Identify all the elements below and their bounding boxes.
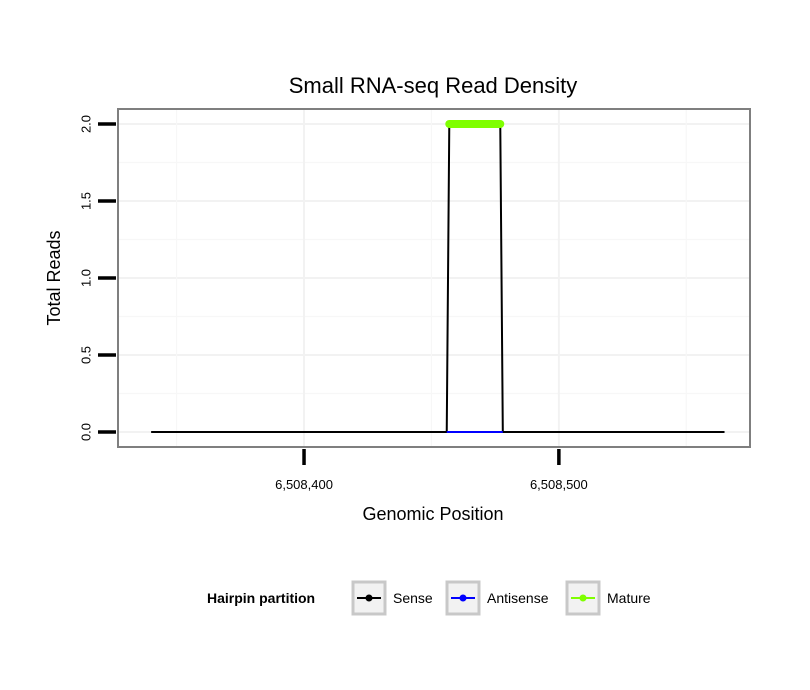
y-axis-title: Total Reads [44, 230, 64, 325]
legend-key-point-sense [365, 594, 373, 602]
legend-label-sense: Sense [393, 590, 433, 606]
x-tick-label-0: 6,508,400 [275, 477, 333, 492]
y-tick-label-3: 1.5 [78, 192, 93, 210]
x-axis-title: Genomic Position [362, 504, 503, 524]
plot-panel [117, 108, 751, 448]
grid [118, 109, 750, 447]
y-tick-label-2: 1.0 [78, 269, 93, 287]
legend-label-antisense: Antisense [487, 590, 549, 606]
legend-title: Hairpin partition [207, 590, 315, 606]
y-tick-label-4: 2.0 [78, 115, 93, 133]
y-tick-label-1: 0.5 [78, 346, 93, 364]
legend-key-point-antisense [459, 594, 467, 602]
x-tick-label-1: 6,508,500 [530, 477, 588, 492]
legend: Hairpin partition Sense Antisense Mature [207, 580, 651, 616]
series-layer [151, 120, 725, 433]
chart-title: Small RNA-seq Read Density [289, 73, 578, 98]
axes: 0.0 0.5 1.0 1.5 2.0 6,508,400 6,508,500 [78, 115, 587, 492]
y-tick-label-0: 0.0 [78, 423, 93, 441]
legend-key-point-mature [579, 594, 587, 602]
legend-label-mature: Mature [607, 590, 651, 606]
